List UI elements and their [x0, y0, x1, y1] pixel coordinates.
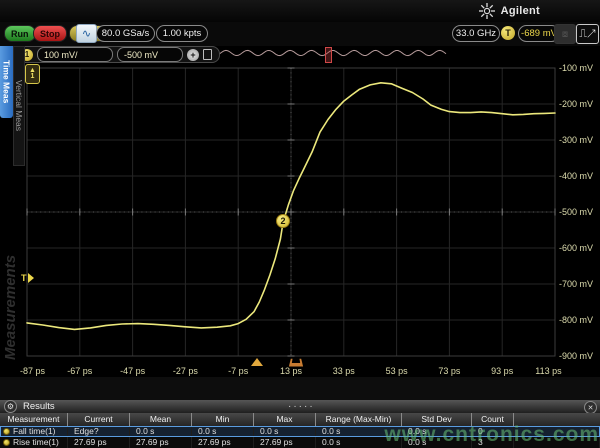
- cell-max: 27.69 ps: [254, 437, 316, 448]
- cell-min: 0.0 s: [192, 426, 254, 437]
- y-tick-label: -700 mV: [559, 279, 594, 289]
- stop-button[interactable]: Stop: [33, 25, 67, 42]
- up-arrow-icon: ▲: [29, 67, 36, 74]
- x-tick-label: 113 ps: [535, 366, 562, 376]
- measurement-balloon-2[interactable]: 2: [276, 214, 290, 228]
- results-row[interactable]: Fall time(1) Edge? 0.0 s 0.0 s 0.0 s 0.0 s 0.0…: [0, 426, 600, 437]
- brand: Agilent: [478, 3, 540, 19]
- horizontal-position-cursor[interactable]: [325, 47, 332, 63]
- x-tick-label: 73 ps: [438, 366, 461, 376]
- pointer-mode-icon[interactable]: ⧇: [554, 24, 576, 44]
- results-column-header[interactable]: Min: [192, 413, 254, 426]
- cell-current: Edge?: [68, 426, 130, 437]
- cell-std: 0.0 s: [402, 437, 472, 448]
- x-tick-label: -7 ps: [228, 366, 249, 376]
- cell-count: 3: [472, 437, 514, 448]
- site-watermark: www.cntronics.com: [384, 423, 599, 446]
- window-icon[interactable]: [203, 49, 212, 60]
- tab-vertical-meas[interactable]: Vertical Meas: [13, 46, 25, 166]
- results-titlebar[interactable]: ⚙ Results ····· ✕: [0, 400, 600, 414]
- right-arrow-icon: [27, 273, 34, 283]
- cell-current: 27.69 ps: [68, 437, 130, 448]
- bandwidth-box[interactable]: 33.0 GHz: [452, 25, 500, 42]
- y-tick-label: -900 mV: [559, 351, 594, 361]
- x-tick-label: 93 ps: [491, 366, 514, 376]
- results-column-header[interactable]: Current: [68, 413, 130, 426]
- measurement-icon: [3, 439, 10, 446]
- y-tick-label: -800 mV: [559, 315, 594, 325]
- cell-name: Rise time(1): [0, 437, 68, 448]
- y-tick-label: -300 mV: [559, 135, 594, 145]
- channel-scale-box[interactable]: 100 mV/: [37, 47, 113, 62]
- cell-max: 0.0 s: [254, 426, 316, 437]
- channel-bar: 1 100 mV/ -500 mV +: [16, 46, 220, 63]
- display-waveform-icon[interactable]: ∿: [76, 24, 97, 43]
- results-column-header[interactable]: Mean: [130, 413, 192, 426]
- channel-clip-marker[interactable]: ▲ 1: [25, 64, 40, 84]
- y-tick-label: -100 mV: [559, 63, 594, 73]
- results-column-header[interactable]: Range (Max-Min): [316, 413, 402, 426]
- acquisition-toolbar: Run Stop Single ∿ 80.0 GSa/s 1.00 kpts 3…: [0, 22, 600, 63]
- title-bar: Agilent: [0, 0, 600, 22]
- x-tick-label: -27 ps: [172, 366, 198, 376]
- x-tick-label: -67 ps: [67, 366, 93, 376]
- cell-count: 0: [472, 426, 514, 437]
- results-column-header[interactable]: Count: [472, 413, 514, 426]
- agilent-sunburst-icon: [478, 3, 495, 19]
- trigger-time-marker-icon[interactable]: [251, 358, 263, 366]
- edge-trigger-icon[interactable]: ⎍↗: [576, 24, 599, 44]
- y-tick-label: -500 mV: [559, 207, 594, 217]
- sample-rate-box[interactable]: 80.0 GSa/s: [96, 25, 155, 42]
- cell-mean: 0.0 s: [130, 426, 192, 437]
- horizontal-position-preview[interactable]: [210, 44, 450, 62]
- add-channel-button[interactable]: +: [187, 48, 199, 61]
- waveform-display[interactable]: [0, 0, 600, 400]
- gear-icon[interactable]: ⚙: [4, 400, 17, 413]
- x-tick-label: -87 ps: [19, 366, 46, 376]
- x-tick-label: 33 ps: [332, 366, 355, 376]
- cell-range: 0.0 s: [316, 426, 402, 437]
- tab-time-meas[interactable]: Time Meas: [0, 46, 13, 118]
- results-table-body: Fall time(1) Edge? 0.0 s 0.0 s 0.0 s 0.0 s 0.0…: [0, 426, 600, 448]
- cell-std: 0.0 s: [402, 426, 472, 437]
- measurement-icon: [3, 428, 10, 435]
- cell-min: 27.69 ps: [192, 437, 254, 448]
- y-tick-label: -600 mV: [559, 243, 594, 253]
- results-header-row: Measurement Current Mean Min Max Range (Max-M…: [0, 413, 600, 426]
- memory-depth-box[interactable]: 1.00 kpts: [156, 25, 208, 42]
- results-column-header[interactable]: Max: [254, 413, 316, 426]
- y-tick-label: -200 mV: [559, 99, 594, 109]
- cell-mean: 27.69 ps: [130, 437, 192, 448]
- results-title: Results: [23, 401, 55, 412]
- drag-handle-dots[interactable]: ·····: [288, 401, 315, 412]
- horizontal-reference-marker-icon[interactable]: [288, 358, 304, 367]
- cell-range: 0.0 s: [316, 437, 402, 448]
- x-tick-label: 53 ps: [385, 366, 408, 376]
- trigger-level-marker[interactable]: T: [21, 273, 34, 283]
- x-tick-label: -47 ps: [120, 366, 146, 376]
- trigger-badge[interactable]: T: [501, 26, 515, 40]
- brand-name: Agilent: [500, 5, 540, 17]
- horizontal-bar: » H 20 ps/ 13.4 ps ↻ ⦿: [0, 377, 600, 400]
- results-column-header[interactable]: Measurement: [0, 413, 68, 426]
- y-tick-label: -400 mV: [559, 171, 594, 181]
- x-tick-label: 13 ps: [279, 366, 303, 376]
- channel-offset-box[interactable]: -500 mV: [117, 47, 183, 62]
- cell-name: Fall time(1): [0, 426, 68, 437]
- waveform-trace: [26, 82, 556, 331]
- results-column-header[interactable]: Std Dev: [402, 413, 472, 426]
